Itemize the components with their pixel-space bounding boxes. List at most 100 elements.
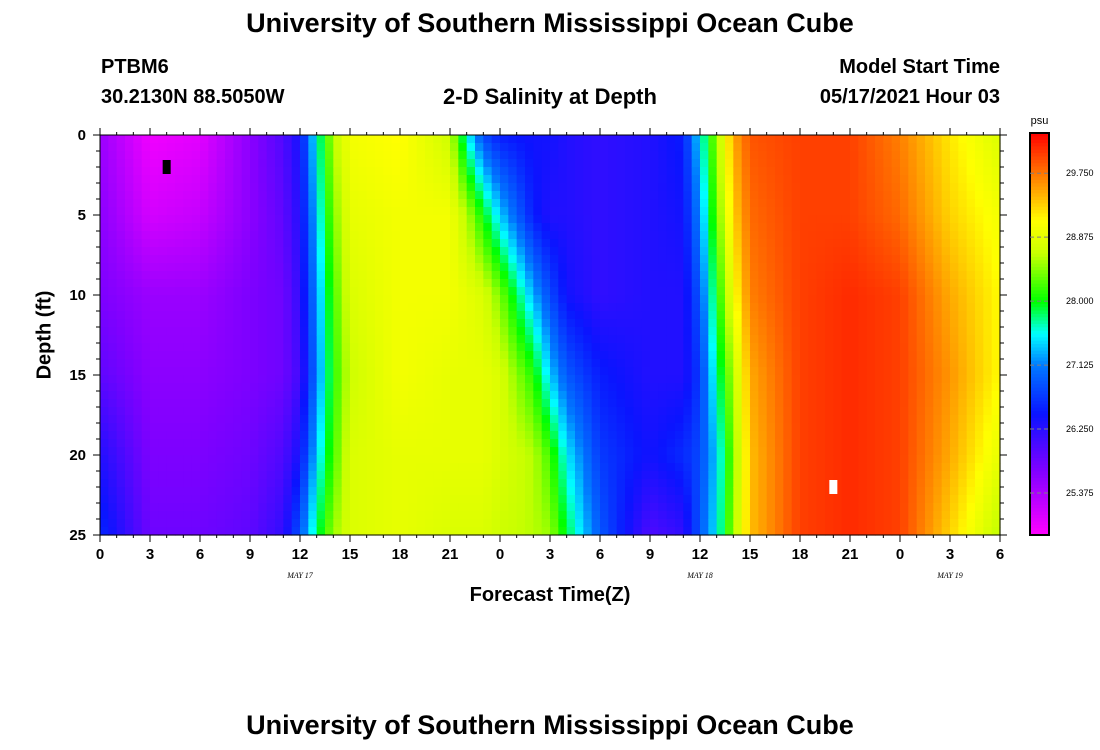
heatmap-cell <box>666 303 676 312</box>
heatmap-cell <box>716 183 726 192</box>
heatmap-cell <box>666 207 676 216</box>
heatmap-cell <box>325 263 334 272</box>
heatmap-cell <box>608 175 618 184</box>
heatmap-cell <box>100 519 109 528</box>
heatmap-cell <box>291 175 301 184</box>
heatmap-cell <box>216 479 226 488</box>
heatmap-cell <box>825 319 834 328</box>
heatmap-cell <box>283 207 293 216</box>
heatmap-cell <box>750 423 759 432</box>
heatmap-cell <box>708 487 718 496</box>
heatmap-cell <box>866 231 876 240</box>
heatmap-cell <box>375 511 384 520</box>
heatmap-cell <box>583 271 593 280</box>
heatmap-cell <box>441 255 451 264</box>
heatmap-cell <box>250 183 259 192</box>
heatmap-cell <box>258 439 268 448</box>
heatmap-cell <box>591 495 601 504</box>
heatmap-cell <box>650 383 659 392</box>
heatmap-cell <box>841 295 851 304</box>
heatmap-cell <box>266 255 276 264</box>
heatmap-cell <box>658 151 668 160</box>
heatmap-cell <box>341 455 351 464</box>
heatmap-cell <box>875 263 884 272</box>
heatmap-cell <box>625 391 634 400</box>
heatmap-cell <box>400 431 409 440</box>
heatmap-cell <box>583 495 593 504</box>
heatmap-cell <box>658 447 668 456</box>
heatmap-cell <box>241 383 251 392</box>
heatmap-cell <box>908 399 918 408</box>
heatmap-cell <box>283 183 293 192</box>
heatmap-cell <box>266 271 276 280</box>
heatmap-cell <box>633 519 643 528</box>
heatmap-cell <box>858 335 868 344</box>
heatmap-cell <box>658 519 668 528</box>
heatmap-cell <box>625 399 634 408</box>
heatmap-cell <box>408 303 418 312</box>
heatmap-cell <box>783 455 793 464</box>
heatmap-cell <box>608 391 618 400</box>
heatmap-cell <box>408 455 418 464</box>
heatmap-cell <box>691 247 701 256</box>
heatmap-cell <box>133 487 143 496</box>
heatmap-cell <box>175 527 184 536</box>
heatmap-cell <box>808 143 818 152</box>
heatmap-cell <box>158 471 168 480</box>
heatmap-cell <box>416 487 426 496</box>
heatmap-cell <box>608 527 618 536</box>
heatmap-cell <box>350 527 359 536</box>
heatmap-cell <box>441 527 451 536</box>
heatmap-cell <box>358 287 368 296</box>
heatmap-cell <box>883 471 893 480</box>
heatmap-cell <box>141 167 151 176</box>
heatmap-cell <box>641 511 651 520</box>
heatmap-cell <box>783 215 793 224</box>
heatmap-cell <box>333 519 343 528</box>
heatmap-cell <box>158 263 168 272</box>
heatmap-cell <box>283 463 293 472</box>
heatmap-cell <box>775 199 784 208</box>
heatmap-cell <box>816 183 826 192</box>
heatmap-cell <box>291 511 301 520</box>
heatmap-cell <box>566 151 576 160</box>
heatmap-cell <box>225 295 234 304</box>
heatmap-cell <box>675 423 684 432</box>
heatmap-cell <box>608 151 618 160</box>
heatmap-cell <box>791 391 801 400</box>
heatmap-cell <box>491 159 501 168</box>
heatmap-cell <box>658 359 668 368</box>
heatmap-cell <box>683 383 693 392</box>
heatmap-cell <box>508 335 518 344</box>
heatmap-cell <box>758 135 768 144</box>
heatmap-cell <box>733 479 743 488</box>
heatmap-cell <box>350 455 359 464</box>
heatmap-cell <box>341 335 351 344</box>
heatmap-cell <box>608 367 618 376</box>
heatmap-cell <box>108 351 118 360</box>
heatmap-cell <box>775 367 784 376</box>
heatmap-cell <box>200 143 209 152</box>
heatmap-cell <box>441 207 451 216</box>
heatmap-cell <box>191 383 201 392</box>
heatmap-cell <box>808 431 818 440</box>
heatmap-cell <box>333 303 343 312</box>
heatmap-cell <box>516 143 526 152</box>
heatmap-cell <box>683 239 693 248</box>
heatmap-cell <box>158 319 168 328</box>
heatmap-cell <box>141 367 151 376</box>
heatmap-cell <box>183 367 193 376</box>
heatmap-cell <box>358 335 368 344</box>
heatmap-cell <box>391 359 401 368</box>
heatmap-cell <box>583 423 593 432</box>
heatmap-cell <box>516 359 526 368</box>
heatmap-cell <box>425 511 434 520</box>
heatmap-cell <box>783 279 793 288</box>
heatmap-cell <box>558 471 568 480</box>
heatmap-cell <box>633 191 643 200</box>
heatmap-cell <box>333 199 343 208</box>
heatmap-cell <box>558 463 568 472</box>
heatmap-cell <box>691 495 701 504</box>
heatmap-cell <box>558 143 568 152</box>
heatmap-cell <box>391 439 401 448</box>
